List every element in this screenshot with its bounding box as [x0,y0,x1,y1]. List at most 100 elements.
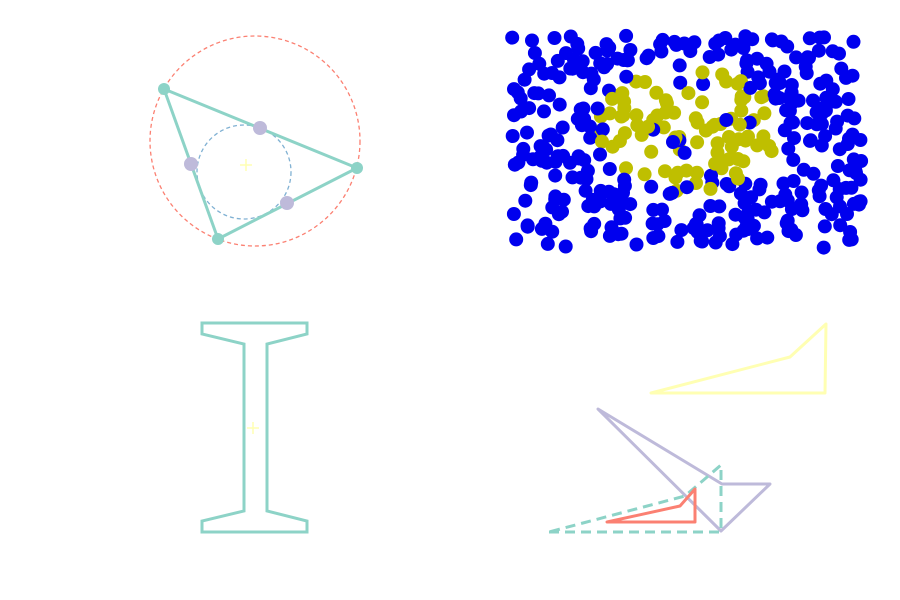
outer-dot [521,218,535,232]
inner-dot [638,75,652,89]
triangle-vertex [351,162,363,174]
outer-dot [617,173,631,187]
triangle-vertex [212,233,224,245]
outer-dot [559,240,573,254]
outer-dot [556,149,570,163]
outer-dot [518,194,532,208]
inscribed-circle [197,125,291,219]
outer-dot [571,112,585,126]
outer-dot [737,210,751,224]
outer-dot [669,38,683,52]
outer-dot [539,143,553,157]
inner-dot [618,126,632,140]
inner-dot [719,75,733,89]
outer-dot [743,81,757,95]
inner-dot [765,144,779,158]
outer-dot [842,92,856,106]
outer-dot [525,34,539,48]
outer-dot [524,176,538,190]
tangent-point [253,121,267,135]
inner-dot [695,95,709,109]
outer-dot [555,205,569,219]
outer-dot [666,135,680,149]
inner-dot [649,86,663,100]
outer-dot [833,142,847,156]
outer-dot [786,115,800,129]
triangle-vertex [158,83,170,95]
outer-dot [846,69,860,83]
outer-dot [781,142,795,156]
i-beam-panel [202,323,307,532]
outer-dot [591,102,605,116]
outer-dot [785,202,799,216]
outer-dot [847,111,861,125]
inner-dot [754,90,768,104]
outer-dot [520,126,534,140]
inner-dot [595,135,609,149]
outer-dot [548,189,562,203]
outer-dot [818,129,832,143]
outer-dot [737,41,751,55]
inner-dot [731,152,745,166]
lavender-polygon [598,409,770,531]
outer-dot [734,187,748,201]
outer-dot [854,194,868,208]
inner-dot [696,65,710,79]
triangle-circles-panel [150,36,363,246]
inner-dot [690,135,704,149]
outer-dot [818,219,832,233]
inner-dot [644,145,658,159]
outer-dot [683,44,697,58]
outer-dot [712,221,726,235]
outer-dot [603,162,617,176]
outer-dot [737,224,751,238]
outer-dot [813,77,827,91]
outer-dot [826,82,840,96]
outer-dot [674,223,688,237]
outer-dot [644,180,658,194]
outer-dot [511,156,525,170]
outer-dot [812,183,826,197]
outer-dot [779,103,793,117]
outer-dot [607,187,621,201]
outer-dot [516,142,530,156]
outer-dot [771,73,785,87]
inner-dot [630,118,644,132]
center-marker [240,159,252,171]
outer-dot [579,184,593,198]
outer-dot [800,116,814,130]
outer-dot [703,50,717,64]
inner-dot [691,116,705,130]
outer-dot [673,58,687,72]
outer-dot [780,40,794,54]
outer-dot [765,195,779,209]
inner-dot [638,167,652,181]
inner-dot [722,130,736,144]
outer-dot [680,180,694,194]
outer-dot [596,122,610,136]
polygon-set-panel [549,324,826,532]
outer-dot [576,65,590,79]
inner-dot [659,106,673,120]
inner-dot [733,118,747,132]
outer-dot [784,87,798,101]
outer-dot [567,53,581,67]
outer-dot [541,237,555,251]
outer-dot [514,91,528,105]
dot-cluster-panel [505,29,868,255]
outer-dot [694,234,708,248]
outer-dot [566,170,580,184]
outer-dot [528,46,542,60]
inner-dot [731,77,745,91]
outer-dot [640,51,654,65]
outer-dot [826,44,840,58]
outer-dot [678,146,692,160]
inner-dot [617,101,631,115]
outer-dot [690,217,704,231]
outer-dot [848,164,862,178]
outer-dot [663,187,677,201]
outer-dot [597,60,611,74]
outer-dot [651,217,665,231]
outer-dot [600,44,614,58]
outer-dot [518,73,532,87]
